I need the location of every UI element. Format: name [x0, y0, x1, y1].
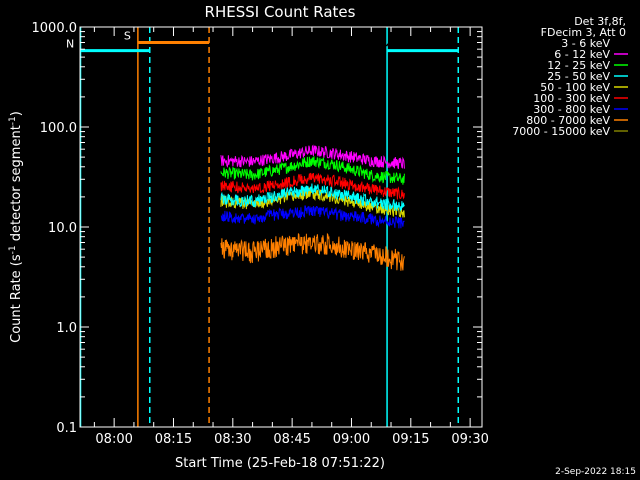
y-tick-label: 1.0 [56, 321, 77, 336]
series-line [220, 232, 405, 271]
x-tick-label: 08:00 [95, 432, 132, 447]
x-tick-label: 08:45 [273, 432, 310, 447]
legend-entry-label: 3 - 6 keV [561, 37, 610, 50]
legend-entry-label: 25 - 50 keV [547, 70, 610, 83]
legend-entry-label: 6 - 12 keV [554, 48, 610, 61]
x-tick-label: 09:30 [451, 432, 488, 447]
x-axis-label: Start Time (25-Feb-18 07:51:22) [175, 456, 385, 471]
x-axis: 08:00 08:15 08:30 08:45 09:00 09:15 09:30 [93, 27, 489, 447]
footer-timestamp: 2-Sep-2022 18:15 [555, 467, 636, 477]
series-line [220, 156, 405, 185]
chart-title: RHESSI Count Rates [205, 3, 356, 21]
legend-entry-label: 50 - 100 keV [540, 81, 610, 94]
x-tick-label: 08:15 [155, 432, 192, 447]
series-line [220, 144, 405, 170]
legend-entry-label: 12 - 25 keV [547, 59, 610, 72]
legend-entry-label: 300 - 800 keV [533, 103, 610, 116]
series-line [220, 41, 405, 49]
annotation-flags: SN [66, 29, 459, 53]
y-tick-label: 1000.0 [32, 21, 78, 36]
legend-header: Det 3f,8f, [574, 15, 626, 28]
x-tick-label: 09:00 [333, 432, 370, 447]
series-line [220, 183, 405, 212]
x-tick-label: 08:30 [214, 432, 251, 447]
plot-frame [79, 26, 483, 428]
legend-entry-label: 7000 - 15000 keV [512, 125, 610, 138]
y-axis: 1000.0 100.0 10.0 1.0 0.1 [32, 21, 482, 436]
flag-label: N [66, 38, 74, 51]
y-tick-label: 100.0 [40, 121, 77, 136]
attenuator-event-lines [79, 27, 460, 427]
series-layer [220, 41, 405, 271]
legend-header: FDecim 3, Att 0 [541, 26, 626, 39]
series-line [220, 205, 405, 229]
y-axis-label: Count Rate (s-1 detector segment-1) [8, 111, 24, 343]
y-tick-label: 0.1 [56, 421, 77, 436]
x-tick-label: 09:15 [392, 432, 429, 447]
series-line [220, 172, 405, 200]
legend-entry-label: 800 - 7000 keV [526, 114, 610, 127]
flag-label: S [124, 29, 131, 42]
legend-entry-label: 100 - 300 keV [533, 92, 610, 105]
y-tick-label: 10.0 [48, 221, 77, 236]
